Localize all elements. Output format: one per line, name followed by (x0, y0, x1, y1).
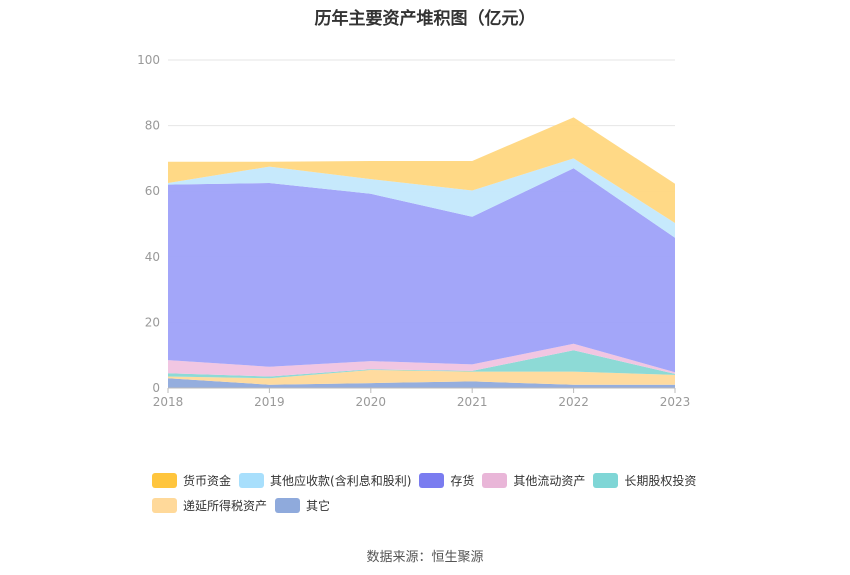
legend-item[interactable]: 长期股权投资 (593, 472, 696, 489)
y-tick-label: 80 (145, 119, 160, 133)
x-tick-label: 2021 (457, 395, 488, 409)
chart-title: 历年主要资产堆积图（亿元） (314, 9, 536, 29)
y-tick-label: 0 (152, 381, 160, 395)
legend-swatch (152, 473, 177, 488)
legend-swatch (152, 498, 177, 513)
area-series (168, 117, 675, 223)
legend-label: 长期股权投资 (624, 474, 697, 488)
data-source: 数据来源：恒生聚源 (366, 550, 484, 565)
chart-legend: 货币资金 其他应收款(含利息和股利) 存货 其他流动资产 长期股权投资递延所得税资产 其它 (152, 472, 732, 522)
area-series (168, 343, 675, 377)
legend-swatch (275, 498, 301, 513)
x-tick-label: 2022 (558, 395, 589, 409)
legend-label: 存货 (450, 474, 475, 488)
y-tick-label: 40 (145, 250, 160, 264)
legend-swatch (482, 473, 508, 488)
area-series (168, 378, 675, 388)
legend-label: 其他流动资产 (513, 474, 586, 488)
x-tick-label: 2019 (254, 395, 285, 409)
legend-label: 其他应收款(含利息和股利) (270, 474, 412, 488)
legend-item[interactable]: 递延所得税资产 (152, 497, 267, 514)
legend-item[interactable]: 其它 (275, 497, 330, 514)
legend-swatch (239, 473, 265, 488)
y-tick-label: 100 (137, 53, 160, 67)
legend-item[interactable]: 其他流动资产 (482, 472, 585, 489)
legend-label: 其它 (306, 499, 331, 513)
legend-swatch (593, 473, 619, 488)
area-series (168, 350, 675, 379)
legend-item[interactable]: 货币资金 (152, 472, 231, 489)
x-tick-label: 2020 (356, 395, 387, 409)
legend-label: 货币资金 (183, 474, 232, 488)
legend-item[interactable]: 存货 (419, 472, 474, 489)
legend-label: 递延所得税资产 (183, 499, 268, 513)
legend-swatch (419, 473, 445, 488)
y-tick-label: 20 (145, 315, 160, 329)
area-series (168, 168, 675, 373)
area-series (168, 370, 675, 385)
y-tick-label: 60 (145, 184, 160, 198)
legend-item[interactable]: 其他应收款(含利息和股利) (239, 472, 411, 489)
x-tick-label: 2018 (153, 395, 184, 409)
x-tick-label: 2023 (660, 395, 691, 409)
area-series (168, 158, 675, 238)
